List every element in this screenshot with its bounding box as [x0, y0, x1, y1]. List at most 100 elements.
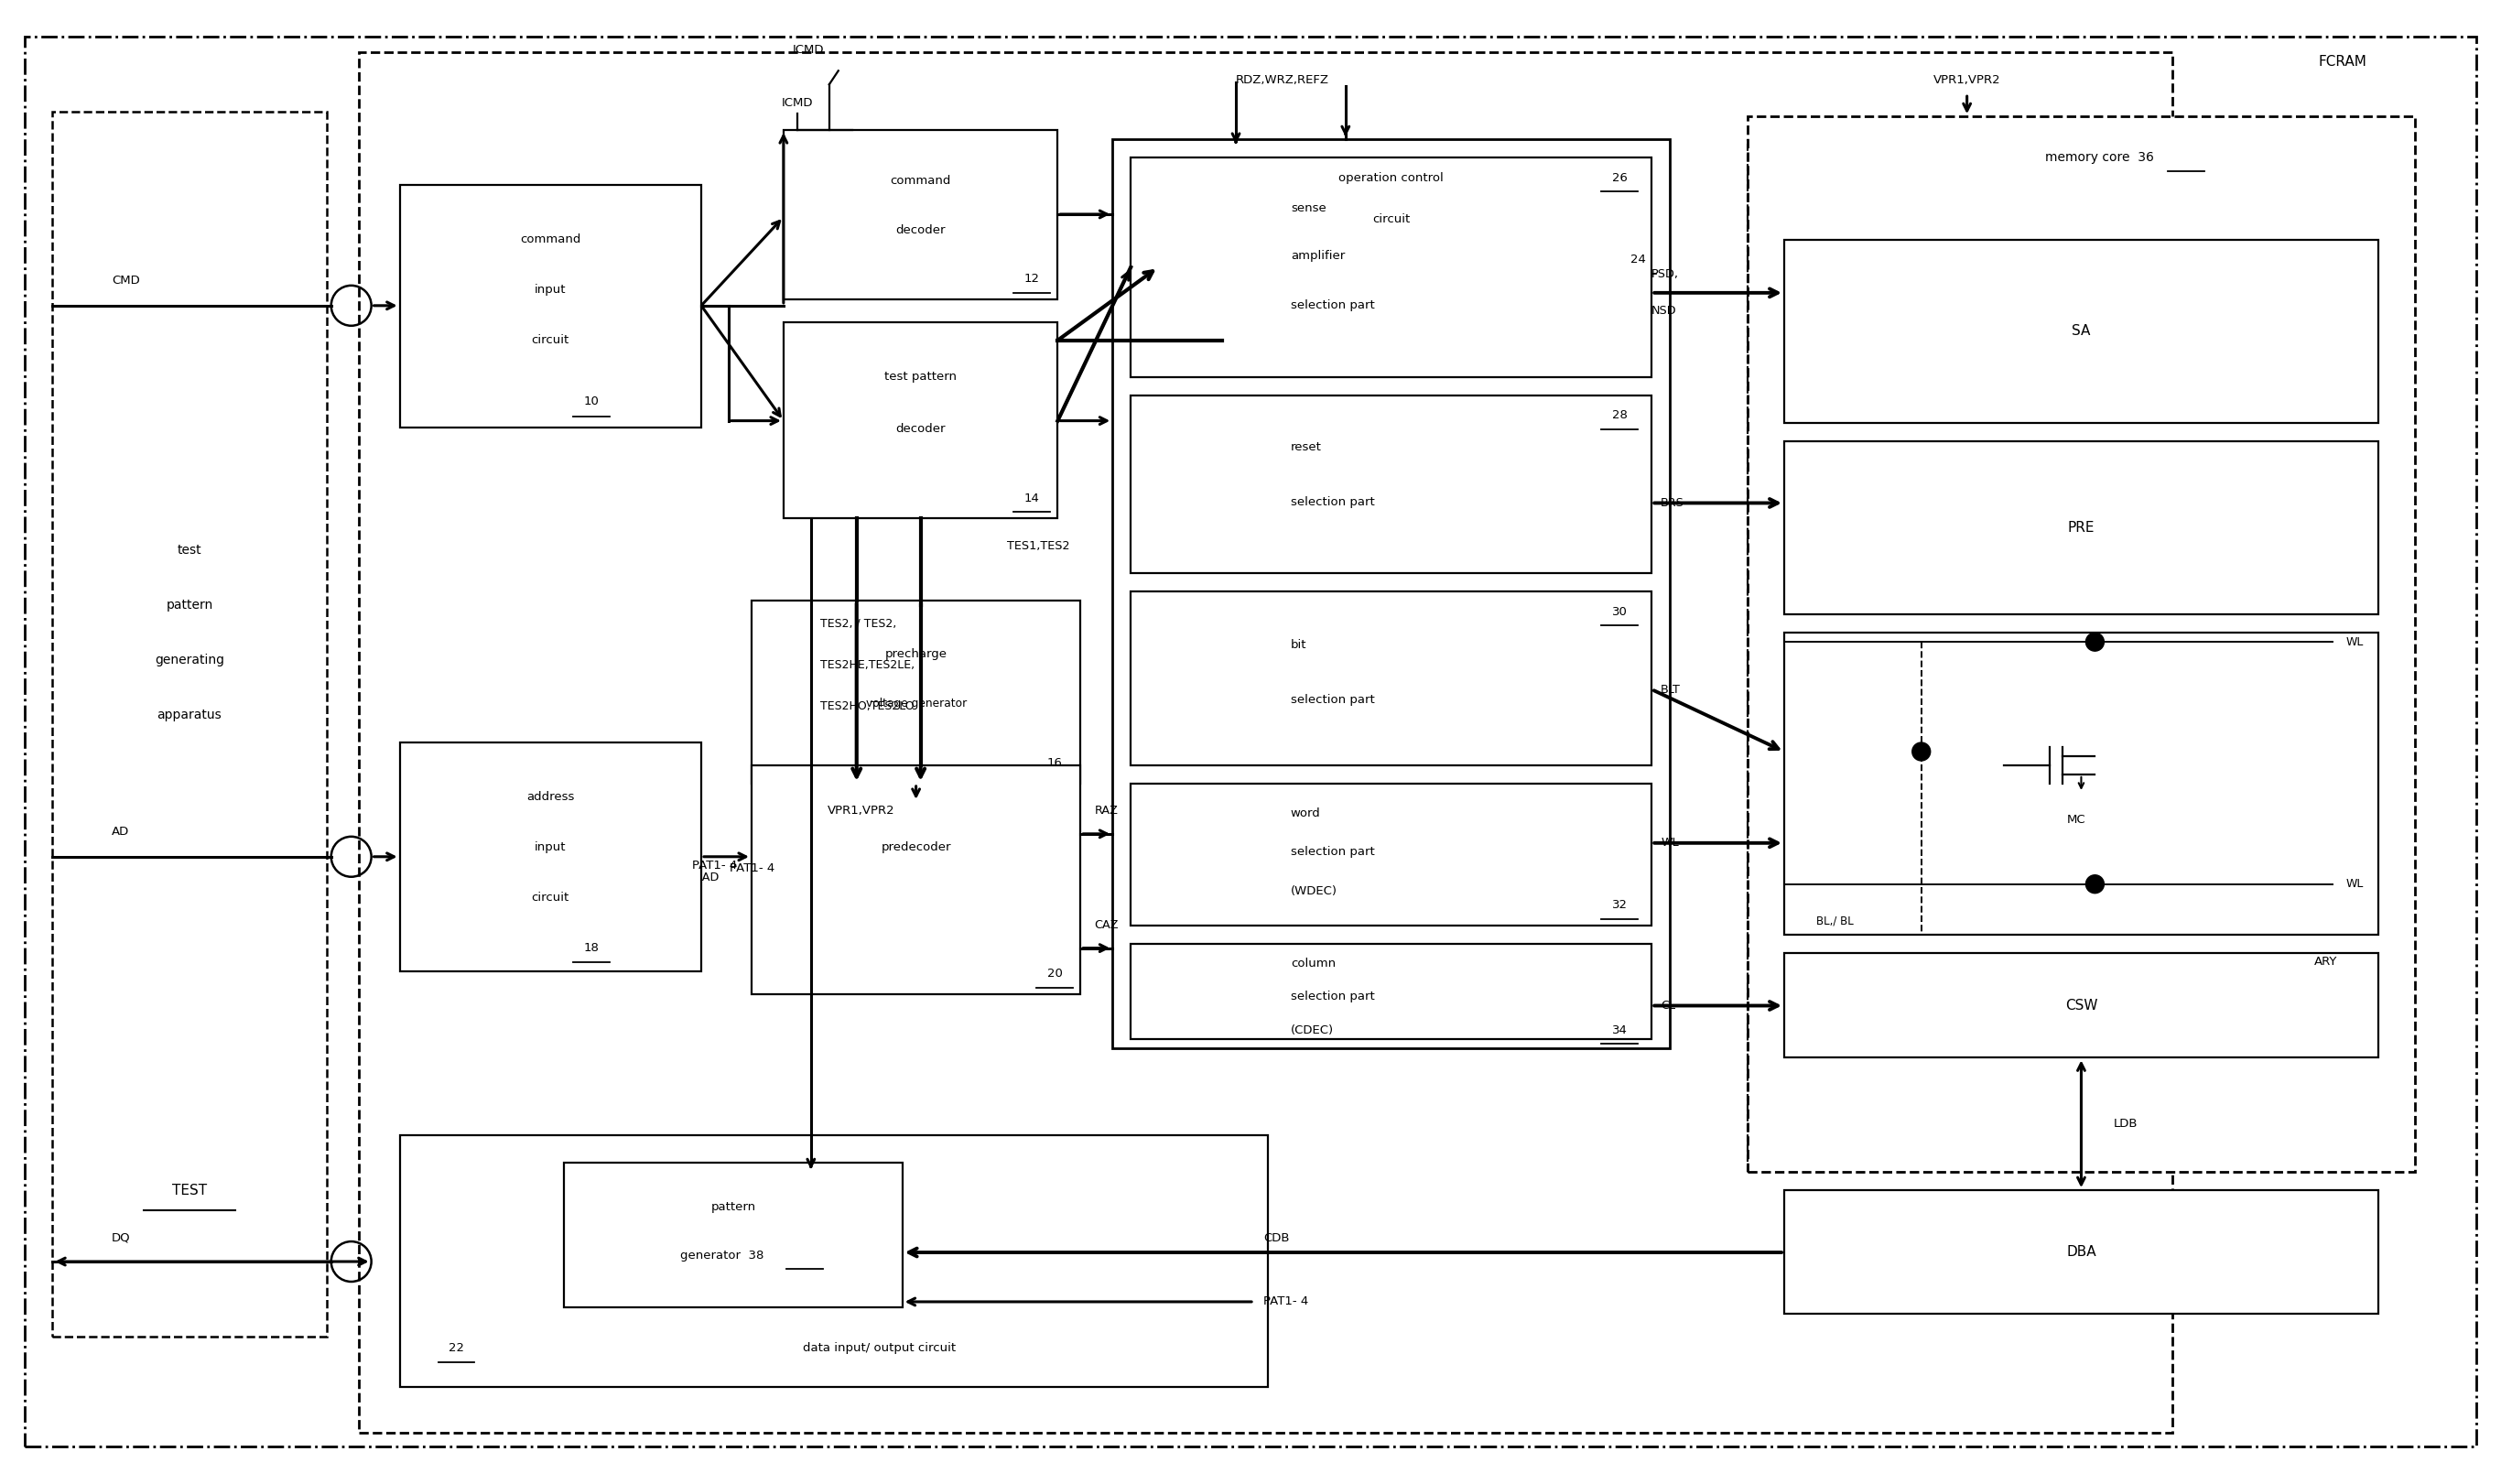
- Text: CSW: CSW: [2066, 999, 2098, 1012]
- Circle shape: [2086, 876, 2103, 893]
- Bar: [783, 131, 1058, 300]
- Text: reset: reset: [1291, 441, 1321, 453]
- Text: selection part: selection part: [1291, 991, 1376, 1003]
- Text: CMD: CMD: [113, 275, 140, 286]
- Bar: [1783, 240, 2378, 423]
- Text: generating: generating: [155, 654, 225, 666]
- Bar: [1130, 784, 1651, 925]
- Text: precharge: precharge: [885, 649, 948, 660]
- Text: 28: 28: [1613, 410, 1628, 421]
- Bar: [358, 52, 2173, 1432]
- Text: 24: 24: [1631, 254, 1646, 266]
- Text: 34: 34: [1613, 1024, 1628, 1036]
- Text: generator  38: generator 38: [680, 1250, 765, 1261]
- Text: apparatus: apparatus: [158, 709, 223, 721]
- Text: pattern: pattern: [165, 600, 213, 611]
- Text: predecoder: predecoder: [880, 841, 950, 853]
- Text: TES2, / TES2,: TES2, / TES2,: [820, 617, 895, 629]
- Text: BL,/ BL: BL,/ BL: [1816, 914, 1853, 926]
- Text: test pattern: test pattern: [885, 371, 958, 383]
- Text: pattern: pattern: [710, 1201, 755, 1212]
- Text: CL: CL: [1661, 1000, 1676, 1012]
- Text: test: test: [178, 545, 203, 556]
- Text: circuit: circuit: [1373, 214, 1411, 226]
- Text: AD: AD: [113, 827, 130, 838]
- Text: WL: WL: [2346, 637, 2363, 649]
- Bar: [750, 766, 1080, 994]
- Text: input: input: [535, 841, 565, 853]
- Text: data input/ output circuit: data input/ output circuit: [803, 1343, 955, 1355]
- Text: 12: 12: [1025, 273, 1040, 285]
- Text: 20: 20: [1048, 968, 1063, 979]
- Text: PAT1- 4: PAT1- 4: [693, 859, 738, 871]
- Text: SA: SA: [2071, 325, 2091, 338]
- Text: selection part: selection part: [1291, 496, 1376, 508]
- Bar: [750, 601, 1080, 784]
- Text: sense: sense: [1291, 202, 1326, 214]
- Text: (CDEC): (CDEC): [1291, 1024, 1333, 1036]
- Text: PAT1- 4: PAT1- 4: [730, 862, 775, 874]
- Text: TEST: TEST: [173, 1183, 208, 1198]
- Text: BRS: BRS: [1661, 497, 1686, 509]
- Text: word: word: [1291, 807, 1321, 819]
- Text: 26: 26: [1613, 172, 1628, 184]
- Text: voltage generator: voltage generator: [865, 697, 965, 709]
- Text: 10: 10: [583, 396, 600, 408]
- Bar: [1130, 395, 1651, 573]
- Bar: [1783, 1190, 2378, 1313]
- Text: 16: 16: [1048, 757, 1063, 769]
- Text: PAT1- 4: PAT1- 4: [1263, 1296, 1308, 1307]
- Text: operation control: operation control: [1338, 172, 1443, 184]
- Bar: [1130, 157, 1651, 377]
- Text: TES1,TES2: TES1,TES2: [1008, 540, 1070, 552]
- Text: FCRAM: FCRAM: [2318, 55, 2368, 68]
- Text: memory core  36: memory core 36: [2046, 151, 2153, 163]
- Circle shape: [1913, 742, 1931, 761]
- Text: PSD,: PSD,: [1651, 269, 1678, 280]
- Text: TES2HO,TES2LO: TES2HO,TES2LO: [820, 700, 913, 712]
- Bar: [400, 186, 700, 427]
- Bar: [1783, 953, 2378, 1058]
- Text: CDB: CDB: [1263, 1232, 1291, 1244]
- Text: circuit: circuit: [533, 334, 570, 346]
- Text: DQ: DQ: [113, 1232, 130, 1244]
- Text: ICMD: ICMD: [793, 43, 825, 56]
- Text: ICMD: ICMD: [780, 96, 813, 108]
- Bar: [1783, 632, 2378, 935]
- Text: decoder: decoder: [895, 224, 945, 236]
- Bar: [400, 1135, 1268, 1386]
- Text: RAZ: RAZ: [1095, 804, 1118, 818]
- Bar: [1130, 592, 1651, 766]
- Text: amplifier: amplifier: [1291, 251, 1346, 263]
- Text: selection part: selection part: [1291, 693, 1376, 705]
- Text: 18: 18: [583, 942, 600, 954]
- Text: VPR1,VPR2: VPR1,VPR2: [828, 804, 895, 818]
- Text: address: address: [528, 791, 575, 803]
- Bar: [1748, 116, 2416, 1172]
- Text: 22: 22: [448, 1343, 465, 1355]
- Text: column: column: [1291, 957, 1336, 969]
- Text: BLT: BLT: [1661, 684, 1681, 696]
- Bar: [1113, 139, 1671, 1049]
- Text: input: input: [535, 283, 565, 295]
- Text: NSD: NSD: [1651, 306, 1678, 318]
- Text: ARY: ARY: [2313, 956, 2336, 968]
- Circle shape: [2086, 632, 2103, 651]
- Text: 32: 32: [1613, 899, 1628, 911]
- Bar: [53, 111, 328, 1337]
- Text: CAZ: CAZ: [1095, 919, 1118, 930]
- Text: PRE: PRE: [2068, 521, 2096, 534]
- Text: IAD: IAD: [700, 871, 720, 883]
- Text: (WDEC): (WDEC): [1291, 886, 1338, 898]
- Text: RDZ,WRZ,REFZ: RDZ,WRZ,REFZ: [1235, 74, 1328, 86]
- Bar: [783, 322, 1058, 518]
- Text: TES2HE,TES2LE,: TES2HE,TES2LE,: [820, 659, 915, 671]
- Bar: [1783, 441, 2378, 614]
- Text: 30: 30: [1613, 605, 1628, 617]
- Text: LDB: LDB: [2113, 1117, 2138, 1129]
- Text: DBA: DBA: [2066, 1245, 2096, 1258]
- Text: 14: 14: [1025, 493, 1040, 505]
- Bar: [1130, 944, 1651, 1039]
- Bar: [400, 742, 700, 971]
- Text: MC: MC: [2068, 815, 2086, 827]
